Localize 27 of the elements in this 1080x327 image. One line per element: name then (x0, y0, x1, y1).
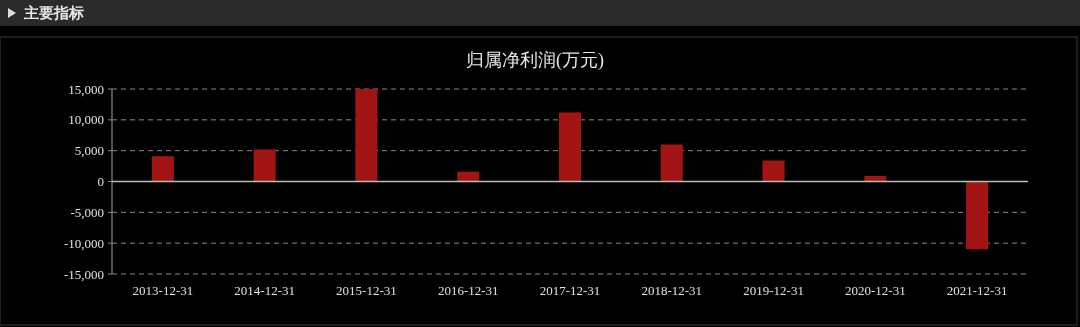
y-tick-label: -5,000 (70, 204, 104, 220)
bar (660, 144, 683, 182)
bar (253, 149, 276, 182)
x-tick-label: 2014-12-31 (234, 283, 295, 298)
x-tick-label: 2018-12-31 (641, 283, 703, 298)
bar (559, 112, 581, 182)
y-tick-label: -10,000 (63, 235, 104, 251)
bar (966, 181, 989, 250)
x-tick-label: 2016-12-31 (437, 283, 499, 298)
x-tick-label: 2021-12-31 (946, 283, 1008, 298)
bar (151, 156, 174, 182)
x-tick-label: 2015-12-31 (336, 283, 397, 298)
chart-title: 归属净利润(万元) (466, 50, 604, 71)
y-tick-label: 5,000 (74, 143, 104, 159)
text: 主要指标 (23, 4, 84, 22)
bar (457, 171, 480, 182)
bar (762, 160, 785, 182)
x-tick-label: 2017-12-31 (539, 283, 601, 298)
bar (355, 89, 378, 182)
bar (864, 175, 887, 182)
y-tick-label: 10,000 (68, 112, 104, 128)
x-tick-label: 2020-12-31 (845, 283, 906, 298)
y-tick-label: -15,000 (63, 266, 104, 282)
y-tick-label: 0 (97, 174, 104, 189)
x-tick-label: 2019-12-31 (743, 283, 804, 298)
y-tick-label: 15,000 (68, 81, 104, 97)
x-tick-label: 2013-12-31 (132, 283, 194, 298)
